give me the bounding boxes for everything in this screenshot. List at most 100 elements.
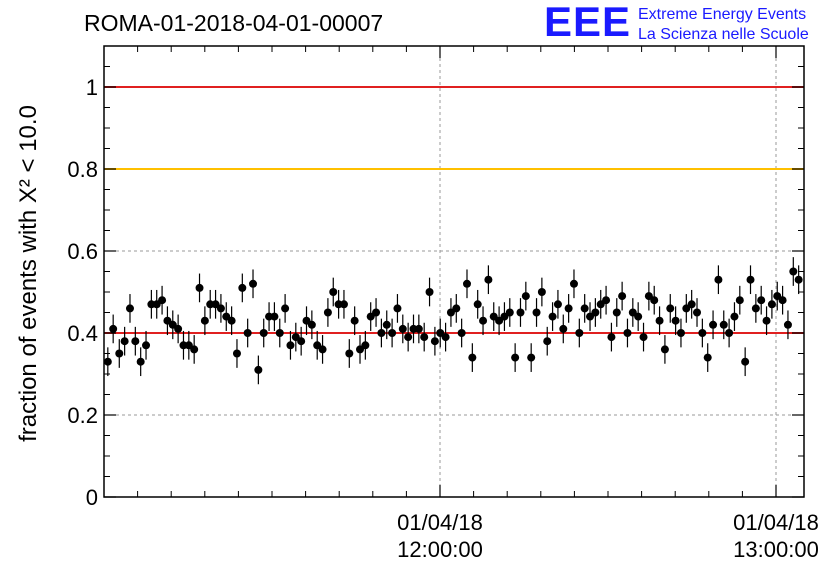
data-point [591, 308, 600, 317]
data-point [227, 316, 236, 325]
data-point [639, 333, 648, 342]
data-point [125, 304, 134, 313]
data-point [660, 345, 669, 354]
data-point [757, 296, 766, 305]
data-point [200, 316, 209, 325]
y-tick-label: 0.8 [67, 157, 98, 182]
data-point [516, 308, 525, 317]
data-point [548, 312, 557, 321]
data-point [131, 337, 140, 346]
data-point [778, 296, 787, 305]
data-point [650, 296, 659, 305]
x-tick-label-date: 01/04/18 [397, 510, 483, 535]
data-point [388, 329, 397, 337]
data-point [521, 292, 530, 301]
data-point [462, 279, 471, 288]
data-point [505, 308, 514, 317]
data-point [286, 341, 295, 350]
data-point [323, 308, 332, 317]
data-point [377, 329, 386, 337]
data-point [569, 279, 578, 288]
data-point [709, 320, 718, 329]
data-point [372, 308, 381, 317]
data-point [345, 349, 354, 358]
data-point [142, 341, 151, 350]
data-point [339, 300, 348, 309]
eee-logo-mark: EEE [544, 0, 632, 45]
data-point [158, 296, 167, 305]
data-point [195, 283, 204, 292]
data-point [676, 329, 685, 337]
data-point [361, 341, 370, 350]
logo-line-2: La Scienza nelle Scuole [638, 26, 809, 43]
data-point [115, 349, 124, 358]
data-point [532, 308, 541, 317]
data-point [420, 333, 429, 342]
data-point [190, 345, 199, 354]
data-point [612, 308, 621, 317]
data-point [735, 296, 744, 305]
data-point [666, 304, 675, 313]
chart-title: ROMA-01-2018-04-01-00007 [84, 10, 384, 36]
data-point [457, 329, 466, 337]
y-axis-label: fraction of events with X² < 10.0 [15, 105, 42, 442]
data-point [307, 320, 316, 329]
data-point [414, 324, 423, 333]
y-tick-label: 0 [86, 485, 98, 510]
data-point [703, 353, 712, 362]
y-tick-label: 1 [86, 75, 98, 100]
data-point [329, 288, 338, 296]
data-point [730, 312, 739, 321]
data-point [109, 324, 118, 333]
data-point [789, 267, 798, 276]
y-tick-label: 0.4 [67, 321, 98, 346]
data-point [719, 320, 728, 329]
data-point [243, 329, 252, 337]
data-point [746, 275, 755, 284]
data-point [382, 320, 391, 329]
data-point [479, 316, 488, 325]
data-point [714, 275, 723, 284]
data-point [425, 288, 434, 296]
data-point [404, 333, 413, 342]
data-point [430, 337, 439, 346]
data-point [575, 329, 584, 337]
data-point [281, 304, 290, 313]
data-point [468, 353, 477, 362]
data-point [452, 304, 461, 313]
data-point [607, 333, 616, 342]
data-point [543, 337, 552, 346]
data-point [602, 296, 611, 305]
data-point [232, 349, 241, 358]
data-point [238, 283, 247, 292]
data-point [297, 337, 306, 346]
data-point [693, 308, 702, 317]
data-point [618, 292, 627, 301]
data-point [655, 316, 664, 325]
data-point [725, 329, 734, 337]
plot-frame [103, 45, 805, 498]
data-point [254, 365, 263, 374]
data-point [270, 312, 279, 321]
data-point [120, 337, 129, 346]
reference-lines [104, 86, 804, 334]
data-point [174, 324, 183, 333]
data-point [623, 329, 632, 337]
data-point [751, 304, 760, 313]
axis-ticks [103, 45, 804, 498]
data-point [511, 353, 520, 362]
data-points [103, 257, 803, 385]
data-point [553, 300, 562, 309]
data-point [136, 357, 145, 366]
data-point [559, 324, 568, 333]
data-point [350, 316, 359, 325]
data-point [783, 320, 792, 329]
logo-line-1: Extreme Energy Events [638, 6, 807, 23]
y-tick-label: 0.2 [67, 403, 98, 428]
data-point [671, 316, 680, 325]
data-point [398, 324, 407, 333]
data-point [698, 329, 707, 337]
data-point [634, 312, 643, 321]
data-point [794, 275, 803, 284]
